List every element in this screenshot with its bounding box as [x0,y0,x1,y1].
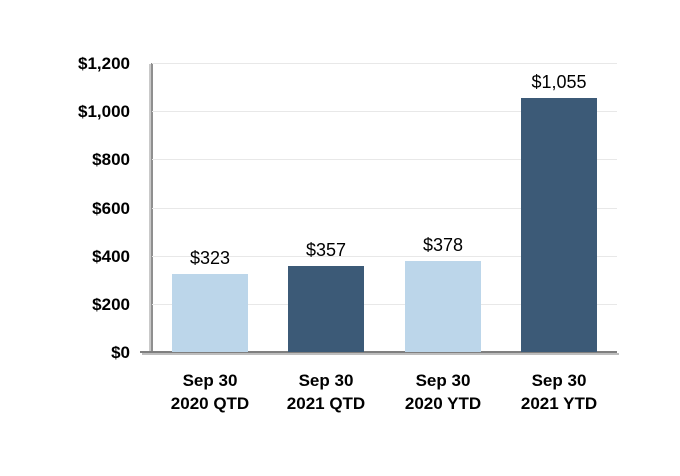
x-category-label-4: Sep 30 2021 YTD [499,369,619,415]
x-category-label-line: 2020 YTD [404,394,482,413]
y-tick-label-200: $200 [92,295,130,314]
bar-value-label-1: $323 [189,248,231,268]
x-category-label-line: 2021 YTD [520,394,598,413]
x-category-label-line: 2021 QTD [286,394,366,413]
gridline-1000 [152,111,617,112]
bar-1 [172,274,248,352]
y-tick-label-1200: $1,200 [78,54,130,73]
x-category-label-line: Sep 30 [182,371,238,390]
y-tick-label-0: $0 [111,343,130,362]
y-axis-line [151,63,153,352]
y-tick-label-800: $800 [92,150,130,169]
x-category-label-line: Sep 30 [298,371,354,390]
y-tick-label-600: $600 [92,199,130,218]
x-category-label-2: Sep 30 2021 QTD [266,369,386,415]
x-axis-line [140,351,617,353]
bar-value-label-2: $357 [305,240,347,260]
bar-4 [521,98,597,352]
gridline-400 [152,256,617,257]
bar-value-label-3: $378 [422,235,464,255]
y-tick-label-1000: $1,000 [78,102,130,121]
x-category-label-line: 2020 QTD [170,394,250,413]
gridline-200 [152,304,617,305]
bar-2 [288,266,364,352]
bar-3 [405,261,481,352]
x-category-label-3: Sep 30 2020 YTD [383,369,503,415]
x-category-label-line: Sep 30 [415,371,471,390]
gridline-600 [152,208,617,209]
y-tick-label-400: $400 [92,247,130,266]
gridline-1200 [152,63,617,64]
gridline-800 [152,159,617,160]
bar-value-label-4: $1,055 [531,72,587,92]
x-category-label-line: Sep 30 [531,371,587,390]
x-category-label-1: Sep 30 2020 QTD [150,369,270,415]
